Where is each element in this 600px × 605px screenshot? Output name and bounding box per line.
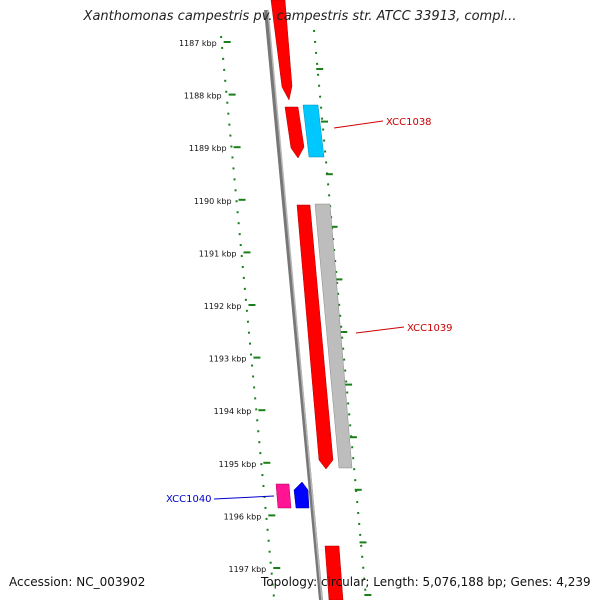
ruler-tick-label: 1195 kbp: [219, 460, 257, 469]
gene-label-xcc1038[interactable]: XCC1038: [386, 117, 432, 128]
ruler-tick-label: 1194 kbp: [214, 407, 252, 416]
callout-line-xcc1038: [333, 120, 384, 129]
gene-xcc1040-pink[interactable]: [275, 483, 292, 509]
genome-summary-text: Topology: circular; Length: 5,076,188 bp…: [261, 575, 591, 589]
ruler-right-rail: [313, 29, 367, 599]
ruler-ticks: 1187 kbp 1188 kbp 1189 kbp 1190 kbp 1191 kbp…: [179, 39, 372, 596]
gene-label-xcc1040[interactable]: XCC1040: [166, 494, 212, 505]
gene-xcc1037-red[interactable]: [284, 106, 305, 159]
gene-xcc1038-cyan[interactable]: [302, 104, 325, 158]
accession-text: Accession: NC_003902: [9, 575, 146, 589]
ruler-tick-label: 1197 kbp: [229, 565, 267, 574]
genome-backbone: [264, 9, 323, 601]
gene-label-xcc1039[interactable]: XCC1039: [407, 323, 453, 334]
ruler-tick-label: 1192 kbp: [204, 302, 242, 311]
ruler-tick-label: 1196 kbp: [224, 512, 262, 521]
ruler-tick-label: 1188 kbp: [184, 92, 222, 101]
genome-backbone-highlight: [267, 9, 323, 601]
ruler-tick-label: 1190 kbp: [194, 197, 232, 206]
callout-line-xcc1040: [213, 495, 275, 500]
ruler-tick-label: 1187 kbp: [179, 39, 217, 48]
ruler-tick-label: 1189 kbp: [189, 144, 227, 153]
gene-red-top[interactable]: [270, 0, 293, 101]
gene-red-bottom[interactable]: [324, 545, 344, 601]
genome-title: Xanthomonas campestris pv. campestris st…: [83, 9, 517, 24]
ruler-tick-label: 1193 kbp: [209, 355, 247, 364]
gene-blue[interactable]: [293, 481, 310, 509]
ruler-tick-label: 1191 kbp: [199, 249, 237, 258]
callout-line-xcc1039: [355, 326, 405, 334]
gene-red-large[interactable]: [296, 204, 334, 470]
gene-xcc1039-gray[interactable]: [314, 203, 353, 469]
gene-features: [270, 0, 353, 601]
